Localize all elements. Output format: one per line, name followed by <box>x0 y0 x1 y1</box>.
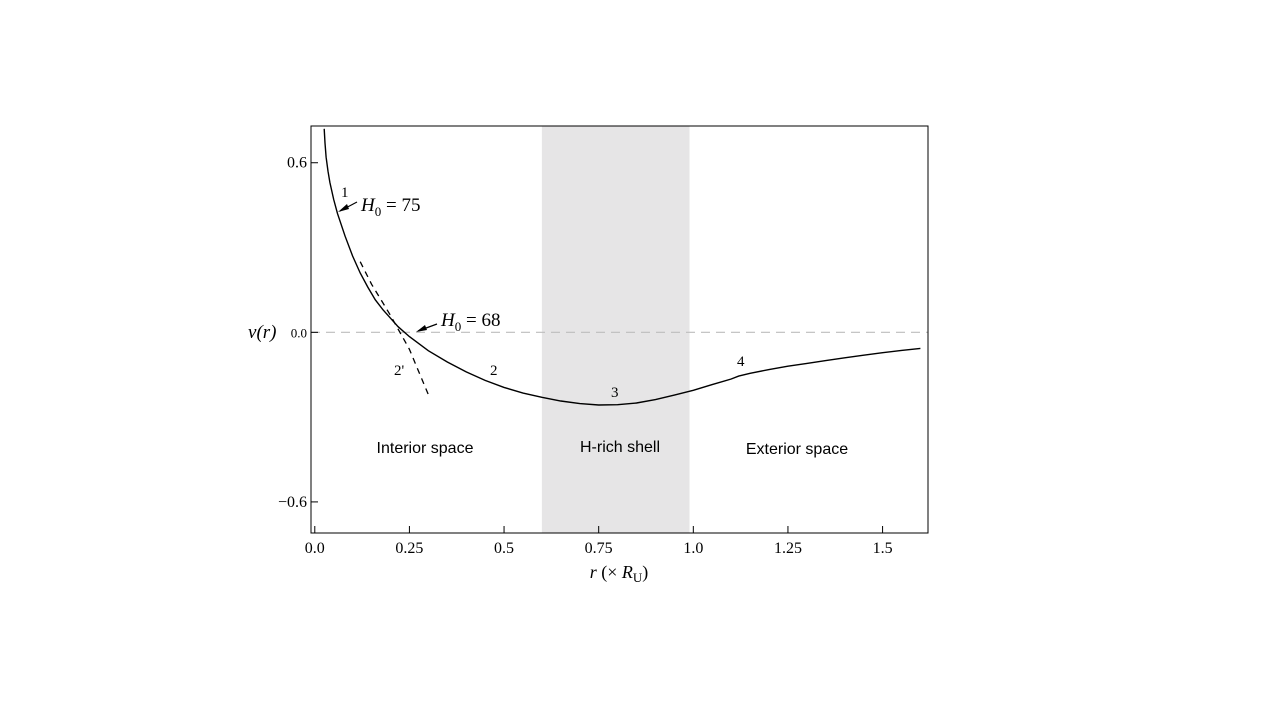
x-tick-label: 1.25 <box>774 540 802 557</box>
x-tick-label: 1.5 <box>873 540 893 557</box>
x-tick-label: 1.0 <box>683 540 703 557</box>
x-tick-label: 0.5 <box>494 540 514 557</box>
region-label-interior: Interior space <box>377 440 474 457</box>
h-rich-shell-band <box>541 126 690 533</box>
y-tick-label: −0.6 <box>278 494 307 511</box>
segment-label-4: 4 <box>737 354 745 370</box>
region-label-exterior: Exterior space <box>746 441 848 458</box>
y-tick-label: 0.0 <box>291 325 307 340</box>
region-label-shell: H-rich shell <box>580 439 660 456</box>
h0-75-label: H0 = 75 <box>360 195 420 219</box>
h0-68-label: H0 = 68 <box>440 310 500 334</box>
x-axis-ticks: 0.0 0.25 0.5 0.75 1.0 1.25 1.5 <box>305 526 893 557</box>
y-axis-ticks: 0.6 0.0 −0.6 <box>278 155 318 511</box>
segment-label-3: 3 <box>611 385 619 401</box>
x-tick-label: 0.0 <box>305 540 325 557</box>
y-axis-label: v(r) <box>248 322 277 343</box>
x-tick-label: 0.75 <box>585 540 613 557</box>
velocity-curve <box>323 128 921 406</box>
plot-frame <box>310 125 929 534</box>
segment-label-2-prime: 2' <box>394 363 405 379</box>
x-axis-label: r (× RU) <box>590 562 649 585</box>
h0-68-arrowhead <box>416 325 427 332</box>
x-tick-label: 0.25 <box>395 540 423 557</box>
h0-75-arrowhead <box>338 204 349 212</box>
segment-label-1: 1 <box>341 185 349 201</box>
tangent-dashed-line-2-prime <box>359 261 429 395</box>
segment-label-2: 2 <box>490 363 498 379</box>
y-tick-label: 0.6 <box>287 155 307 172</box>
